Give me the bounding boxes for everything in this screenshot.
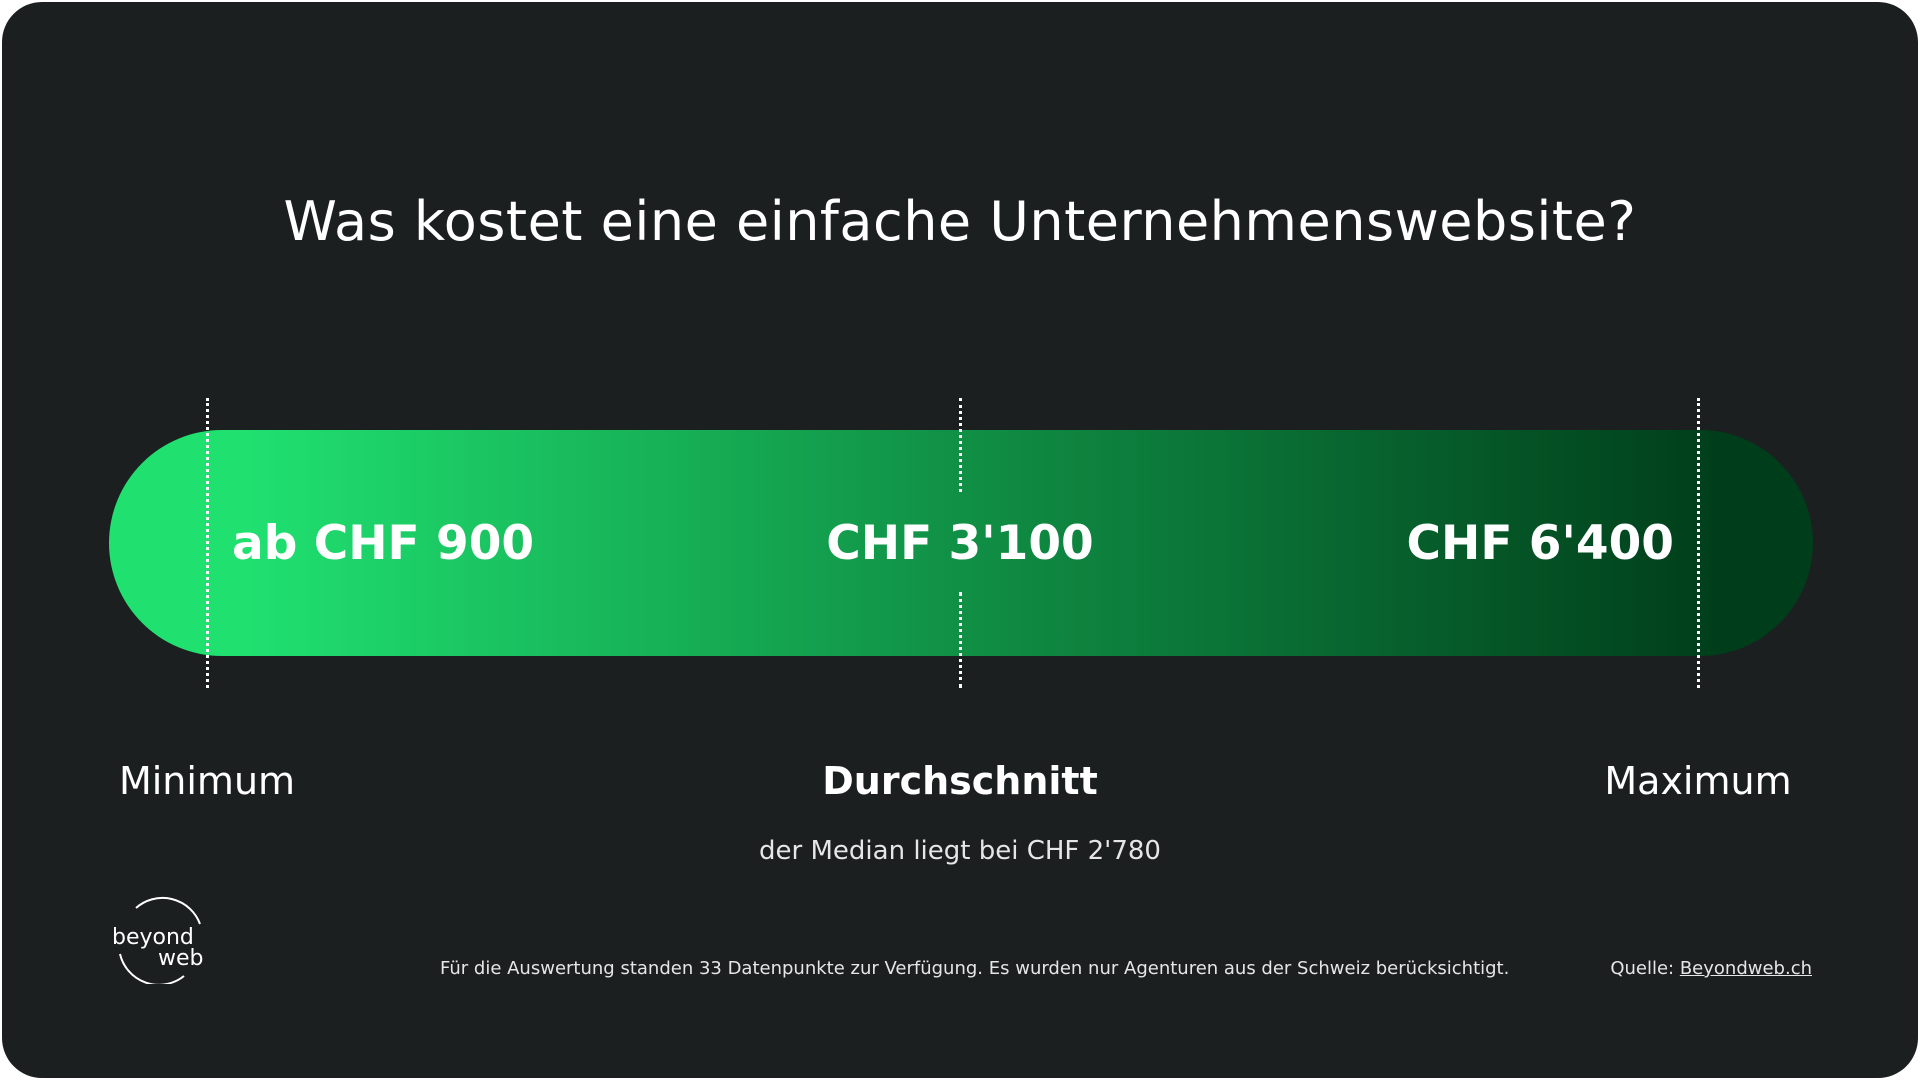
beyondweb-logo: beyond web xyxy=(112,897,204,984)
axis-label-average: Durchschnitt xyxy=(822,759,1098,803)
value-label-average: CHF 3'100 xyxy=(826,516,1094,571)
median-note: der Median liegt bei CHF 2'780 xyxy=(759,836,1161,866)
source-prefix: Quelle: xyxy=(1610,958,1680,979)
marker-maximum xyxy=(1697,398,1700,688)
footnote: Für die Auswertung standen 33 Datenpunkt… xyxy=(440,958,1510,979)
chart-title: Was kostet eine einfache Unternehmensweb… xyxy=(283,190,1637,253)
value-label-minimum: ab CHF 900 xyxy=(232,516,535,571)
value-label-maximum: CHF 6'400 xyxy=(1406,516,1675,571)
axis-label-maximum: Maximum xyxy=(1604,759,1792,803)
logo-text-web: web xyxy=(158,946,204,971)
logo-text-beyond: beyond xyxy=(112,925,194,950)
marker-average-top xyxy=(959,398,962,492)
source: Quelle: Beyondweb.ch xyxy=(1610,958,1812,979)
marker-minimum xyxy=(206,398,209,688)
axis-label-minimum: Minimum xyxy=(118,759,296,803)
marker-average-bottom xyxy=(959,592,962,688)
source-link[interactable]: Beyondweb.ch xyxy=(1679,958,1812,979)
